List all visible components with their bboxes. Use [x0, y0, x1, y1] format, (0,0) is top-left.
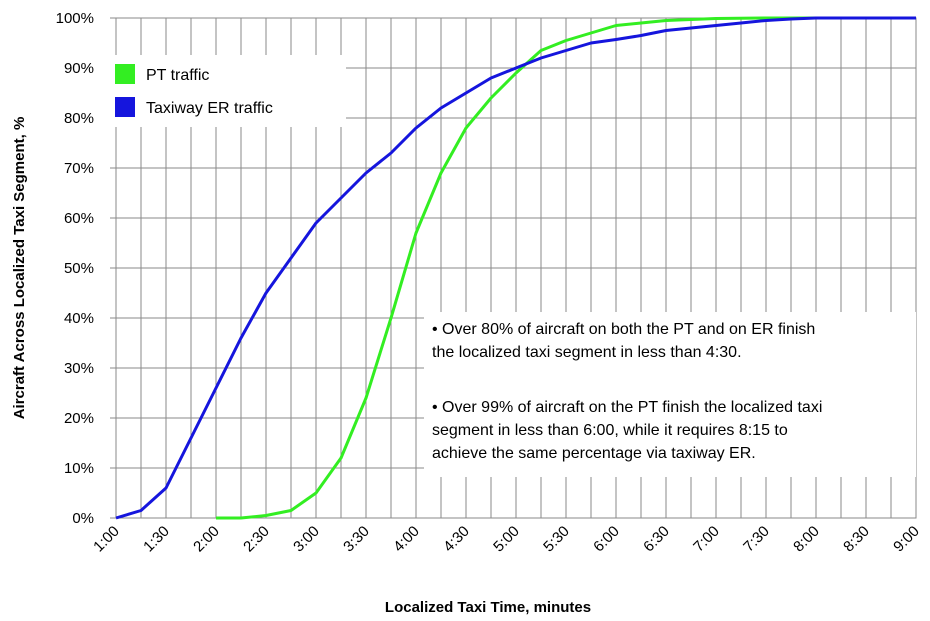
x-tick-label: 4:00: [390, 523, 423, 556]
x-tick-label: 2:00: [190, 523, 223, 556]
legend: PT traffic Taxiway ER traffic: [106, 55, 346, 127]
x-tick-label: 1:00: [90, 523, 123, 556]
series-line-pt-traffic: [216, 16, 916, 520]
annotation-note-1: • Over 80% of aircraft on both the PT an…: [432, 318, 912, 364]
x-tick-label: 6:30: [640, 523, 673, 556]
annotation-note-2-line-3: achieve the same percentage via taxiway …: [432, 445, 756, 462]
y-tick-label: 30%: [64, 360, 94, 377]
x-tick-label: 5:00: [490, 523, 523, 556]
y-tick-label: 60%: [64, 210, 94, 227]
legend-label-pt: PT traffic: [146, 67, 209, 84]
x-tick-label: 9:00: [890, 523, 923, 556]
x-tick-label: 3:30: [340, 523, 373, 556]
annotation-note-2-line-1: • Over 99% of aircraft on the PT finish …: [432, 399, 823, 416]
annotation-note-2: • Over 99% of aircraft on the PT finish …: [432, 396, 912, 465]
y-tick-label: 70%: [64, 160, 94, 177]
y-tick-label: 90%: [64, 60, 94, 77]
legend-swatch-pt: [115, 64, 135, 84]
legend-background: [106, 55, 346, 127]
y-axis-label: Aircraft Across Localized Taxi Segment, …: [11, 117, 28, 420]
annotation-box: [424, 312, 916, 477]
y-tick-labels: 0% 10% 20% 30% 40% 50% 60% 70% 80% 90% 100%: [56, 10, 116, 527]
y-tick-label: 40%: [64, 310, 94, 327]
y-tick-label: 100%: [56, 10, 94, 27]
y-tick-label: 80%: [64, 110, 94, 127]
y-tick-label: 50%: [64, 260, 94, 277]
legend-swatch-er: [115, 97, 135, 117]
x-tick-label: 7:00: [690, 523, 723, 556]
x-tick-label: 1:30: [140, 523, 173, 556]
x-tick-label: 7:30: [740, 523, 773, 556]
y-tick-label: 20%: [64, 410, 94, 427]
series-line-taxiway-er-traffic: [115, 16, 916, 520]
x-tick-label: 6:00: [590, 523, 623, 556]
y-tick-label: 10%: [64, 460, 94, 477]
annotation-note-1-line-1: • Over 80% of aircraft on both the PT an…: [432, 321, 816, 338]
x-tick-label: 2:30: [240, 523, 273, 556]
x-tick-label: 8:30: [840, 523, 873, 556]
legend-label-er: Taxiway ER traffic: [146, 100, 273, 117]
x-tick-label: 8:00: [790, 523, 823, 556]
x-tick-label: 5:30: [540, 523, 573, 556]
annotation-note-2-line-2: segment in less than 6:00, while it requ…: [432, 422, 788, 439]
x-tick-label: 4:30: [440, 523, 473, 556]
series-layer: [115, 16, 916, 520]
x-tick-labels: 1:00 1:30 2:00 2:30 3:00 3:30 4:00 4:30 5:00 5:30…: [90, 523, 923, 556]
annotation-note-1-line-2: the localized taxi segment in less than …: [432, 344, 742, 361]
x-tick-label: 3:00: [290, 523, 323, 556]
y-tick-label: 0%: [72, 510, 94, 527]
x-axis-label: Localized Taxi Time, minutes: [385, 599, 591, 616]
